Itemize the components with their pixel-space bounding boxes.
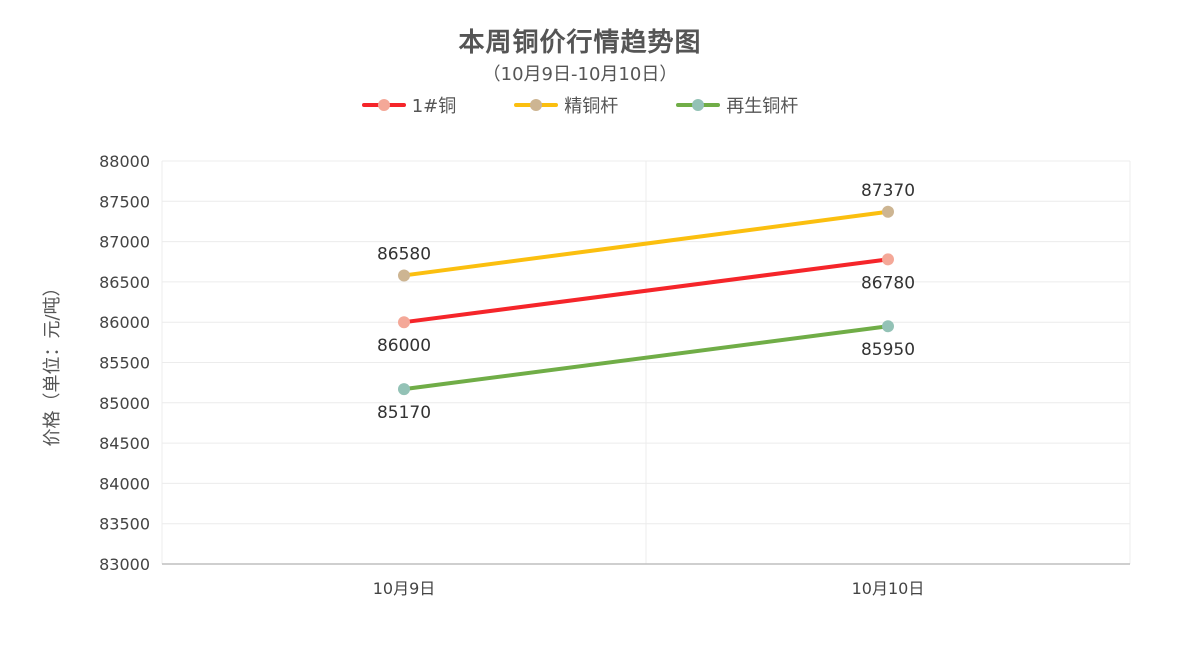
data-label-series-2: 87370 [861,181,915,201]
y-axis-title: 价格（单位：元/吨） [42,278,63,446]
data-point-series-1[interactable] [882,253,894,266]
data-label-series-1: 86780 [861,273,915,293]
legend-label-series-3: 再生铜杆 [726,96,799,117]
data-point-series-3[interactable] [882,320,894,333]
data-point-series-2[interactable] [882,205,894,218]
y-tick-label: 84500 [99,434,150,453]
legend-swatch-series-2 [514,95,559,115]
series-line-1 [402,257,890,325]
y-tick-label: 87000 [99,233,150,252]
legend-label-series-1: 1#铜 [411,96,457,117]
data-point-series-3[interactable] [398,383,410,396]
y-tick-label: 85500 [99,354,150,373]
y-tick-label: 86000 [99,313,150,332]
data-point-series-1[interactable] [398,316,410,329]
chart-title: 本周铜价行情趋势图 [458,28,702,58]
legend-item-series-1[interactable]: 1#铜 [361,92,457,118]
chart-legend: 1#铜 精铜杆 再生铜杆 [0,92,1160,118]
data-label-series-1: 86000 [377,336,431,356]
series-line-2 [402,209,890,278]
series-line-3 [402,324,890,392]
y-tick-label: 85000 [99,394,150,413]
legend-swatch-series-3 [676,95,721,115]
y-tick-label: 83000 [99,555,150,574]
y-tick-label: 84000 [99,474,150,493]
y-tick-label: 86500 [99,273,150,292]
y-tick-label: 87500 [99,192,150,211]
legend-marker-series-3 [692,99,705,111]
data-point-series-2[interactable] [398,269,410,282]
legend-item-series-3[interactable]: 再生铜杆 [676,92,798,118]
legend-label-series-2: 精铜杆 [564,96,619,117]
data-label-series-2: 86580 [377,244,431,264]
legend-item-series-2[interactable]: 精铜杆 [514,92,618,118]
data-label-series-3: 85170 [377,403,431,423]
chart-subtitle: （10月9日-10月10日） [482,64,678,85]
y-tick-label: 83500 [99,515,150,534]
legend-marker-series-2 [530,99,543,111]
legend-marker-series-1 [377,99,390,111]
legend-swatch-series-1 [361,95,406,115]
data-label-series-3: 85950 [861,340,915,360]
x-tick-label: 10月9日 [373,579,436,598]
x-tick-label: 10月10日 [852,579,925,598]
y-tick-label: 88000 [99,152,150,171]
